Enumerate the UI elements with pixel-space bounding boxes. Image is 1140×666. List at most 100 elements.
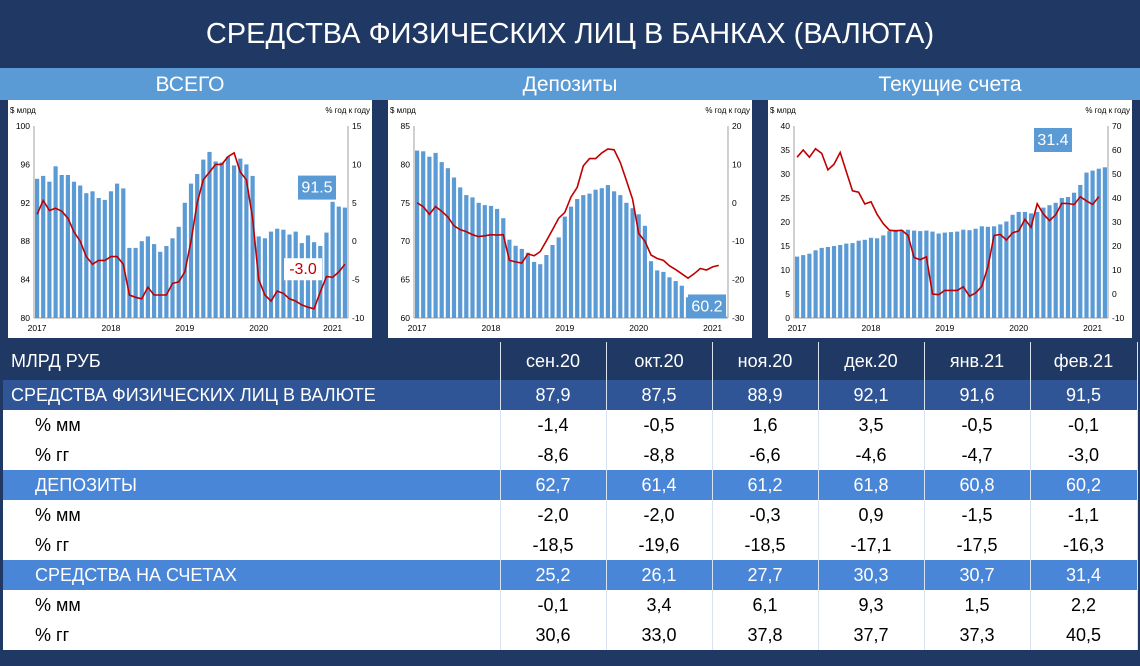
- chart-bar: [250, 175, 255, 318]
- chart-bar: [1059, 198, 1064, 318]
- table-cell: 88,9: [712, 380, 819, 410]
- table-cell: -8,6: [500, 440, 607, 470]
- y-tick-right: 70: [1112, 121, 1122, 131]
- chart-bar: [538, 264, 543, 318]
- line-callout-label: -3.0: [289, 261, 317, 278]
- chart-bar: [813, 250, 818, 318]
- chart-bar: [825, 247, 830, 318]
- table-cell: -2,0: [606, 500, 713, 530]
- chart-bar: [550, 245, 555, 318]
- chart-bar: [636, 214, 641, 318]
- table-cell: 3,5: [818, 410, 925, 440]
- chart-bar: [164, 246, 169, 318]
- chart-bar: [844, 243, 849, 318]
- chart-bar: [415, 150, 420, 318]
- chart-bar: [673, 281, 678, 318]
- chart-bar: [41, 175, 46, 318]
- y-tick-right: 10: [732, 159, 742, 169]
- y-tick-left: 88: [21, 236, 31, 246]
- y-tick-left: 20: [781, 217, 791, 227]
- chart-bar: [918, 231, 923, 318]
- chart-bar: [1047, 205, 1052, 318]
- chart-bar: [195, 174, 200, 318]
- column-header: ноя.20: [712, 342, 819, 380]
- chart-bar: [53, 166, 58, 318]
- table-row: % мм -0,1 3,4 6,1 9,3 1,5 2,2: [3, 590, 1138, 620]
- y-tick-left: 70: [401, 236, 411, 246]
- chart-bar: [1010, 214, 1015, 318]
- chart-bar: [819, 247, 824, 318]
- chart-bar: [476, 202, 481, 318]
- chart-bar: [281, 229, 286, 318]
- chart-title-total: ВСЕГО: [0, 68, 380, 100]
- x-tick: 2017: [28, 323, 47, 333]
- chart-bar: [108, 191, 114, 318]
- x-tick: 2021: [323, 323, 342, 333]
- y-tick-left: 85: [401, 121, 411, 131]
- chart-bar: [1053, 202, 1058, 318]
- chart-bar: [655, 270, 660, 318]
- table-row: ДЕПОЗИТЫ 62,7 61,4 61,2 61,8 60,8 60,2: [3, 470, 1138, 500]
- chart-bar: [262, 238, 267, 318]
- x-tick: 2018: [861, 323, 880, 333]
- chart-title-deposits: Депозиты: [380, 68, 760, 100]
- table-cell: 25,2: [500, 560, 607, 590]
- table-cell: -3,0: [1030, 440, 1138, 470]
- chart-bar: [998, 224, 1003, 318]
- chart-bar: [985, 226, 990, 318]
- row-label: ДЕПОЗИТЫ: [3, 470, 501, 500]
- row-label: % мм: [3, 500, 501, 530]
- chart-bar: [973, 228, 978, 318]
- table-cell: 62,7: [500, 470, 607, 500]
- row-label: СРЕДСТВА ФИЗИЧЕСКИХ ЛИЦ В ВАЛЮТЕ: [3, 380, 501, 410]
- y-tick-right: 0: [732, 198, 737, 208]
- column-header: дек.20: [818, 342, 925, 380]
- row-label: СРЕДСТВА НА СЧЕТАХ: [3, 560, 501, 590]
- chart-bar: [912, 230, 917, 318]
- chart-bar: [801, 255, 806, 318]
- chart-bar: [439, 162, 444, 318]
- chart-bar: [532, 261, 537, 318]
- chart-bar: [501, 218, 506, 318]
- table-cell: -0,5: [606, 410, 713, 440]
- chart-total: $ млрд % год к году 80 84 88 92 96 100 -10 -5 0 5 10…: [10, 106, 370, 333]
- table-row: СРЕДСТВА ФИЗИЧЕСКИХ ЛИЦ В ВАЛЮТЕ 87,9 87,5…: [3, 380, 1138, 410]
- y-tick-left: 80: [21, 313, 31, 323]
- chart-bar: [587, 193, 592, 318]
- y-tick-left: 100: [16, 121, 30, 131]
- chart-panel-total: $ млрд % год к году 80 84 88 92 96 100 -10 -5 0 5 10…: [8, 100, 372, 338]
- chart-bar: [458, 187, 463, 318]
- chart-bar: [930, 231, 935, 318]
- yoy-line: [36, 151, 346, 310]
- chart-bar: [139, 241, 144, 318]
- table-cell: 26,1: [606, 560, 713, 590]
- table-cell: 61,2: [712, 470, 819, 500]
- table-unit-header: МЛРД РУБ: [3, 342, 501, 380]
- bar-callout-label: 91.5: [301, 180, 332, 197]
- chart-bar: [482, 205, 487, 318]
- chart-bar: [133, 247, 138, 318]
- table-cell: 33,0: [606, 620, 713, 650]
- table-row: % мм -2,0 -2,0 -0,3 0,9 -1,5 -1,1: [3, 500, 1138, 530]
- table-cell: -4,6: [818, 440, 925, 470]
- table-cell: -2,0: [500, 500, 607, 530]
- table-cell: -1,5: [924, 500, 1031, 530]
- table-cell: -6,6: [712, 440, 819, 470]
- table-cell: 30,7: [924, 560, 1031, 590]
- chart-panel-accounts: $ млрд % год к году 0 5 10 15 20 25 30 35 40 -10 0 10…: [768, 100, 1132, 338]
- y-tick-right: 20: [732, 121, 742, 131]
- table-cell: 37,3: [924, 620, 1031, 650]
- chart-bar: [488, 205, 494, 318]
- table-cell: 60,2: [1030, 470, 1138, 500]
- y-tick-left: 92: [21, 198, 31, 208]
- y-tick-right: -10: [1112, 313, 1125, 323]
- chart-bar: [207, 151, 212, 318]
- y-tick-left: 10: [781, 265, 791, 275]
- chart-bar: [1072, 192, 1077, 318]
- chart-deposits: $ млрд % год к году 60 65 70 75 80 85 -30 -20 -10 0…: [390, 100, 750, 333]
- table-cell: 61,4: [606, 470, 713, 500]
- x-tick: 2017: [788, 323, 807, 333]
- chart-bar: [1016, 211, 1021, 318]
- x-tick: 2017: [408, 323, 427, 333]
- table-cell: 30,6: [500, 620, 607, 650]
